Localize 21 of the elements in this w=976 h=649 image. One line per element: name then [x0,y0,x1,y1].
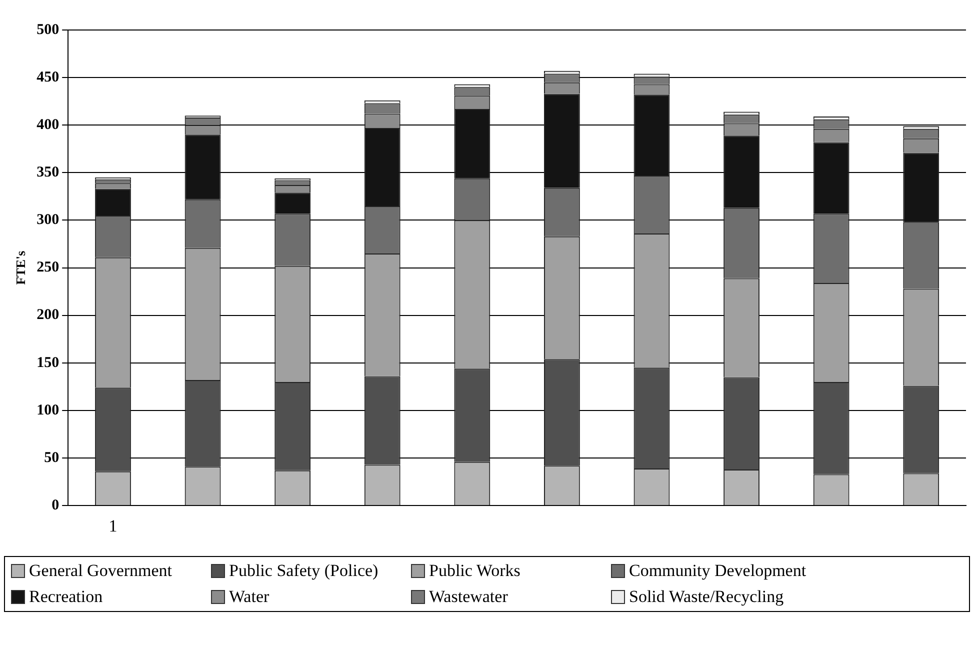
y-tick-label: 450 [36,69,60,86]
legend-label: Public Safety (Police) [229,561,378,581]
y-axis-title: FTE's [13,250,28,285]
y-tick-label: 0 [52,497,60,514]
y-tick-label: 350 [36,164,60,181]
legend-label: Solid Waste/Recycling [629,587,784,607]
legend-label: Community Development [629,561,806,581]
legend-label: Public Works [429,561,520,581]
legend-label: General Government [29,561,172,581]
x-tick-label: 1 [108,516,118,536]
y-tick-label: 50 [44,450,60,466]
y-tick-label: 200 [36,307,60,324]
legend-label: Wastewater [429,587,508,607]
legend-label: Water [229,587,270,607]
y-tick-label: 100 [36,402,60,418]
y-tick-label: 500 [36,22,60,38]
y-tick-label: 250 [36,260,60,276]
y-tick-label: 400 [36,116,60,133]
y-tick-label: 150 [36,354,60,371]
y-tick-label: 300 [36,212,60,228]
legend-label: Recreation [29,587,103,607]
